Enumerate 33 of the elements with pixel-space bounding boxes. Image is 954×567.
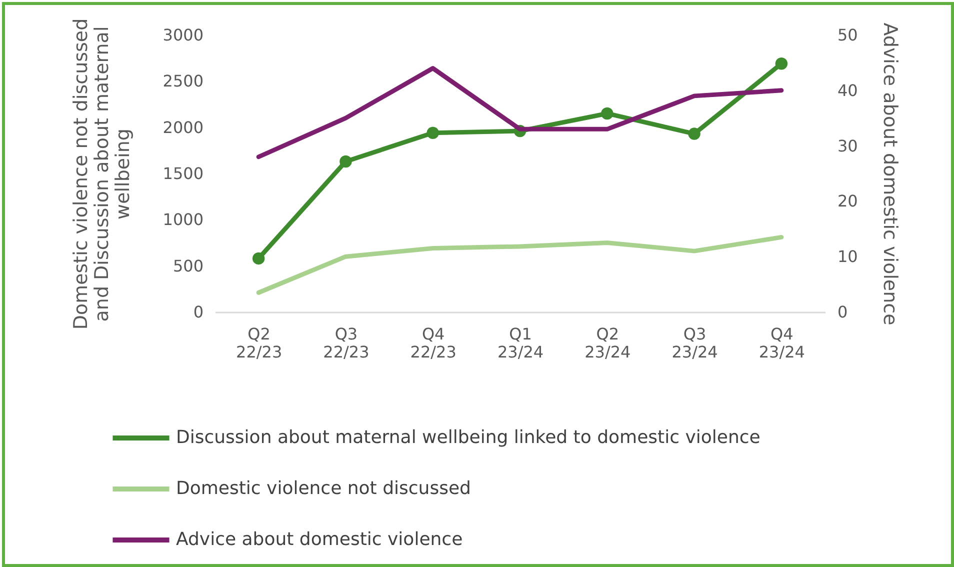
x-tick-label: Q4 22/23 xyxy=(410,324,456,362)
y-tick-label: 500 xyxy=(172,256,204,276)
x-tick-label: Q3 22/23 xyxy=(323,324,370,362)
point xyxy=(601,107,614,120)
y2-tick-label: 10 xyxy=(838,247,858,266)
legend-label: Advice about domestic violence xyxy=(176,529,463,550)
point xyxy=(775,58,788,70)
y2-tick-label: 0 xyxy=(838,302,848,322)
y-tick-label: 0 xyxy=(193,302,204,322)
x-tick-label: Q2 23/24 xyxy=(584,324,631,362)
y2-tick-label: 20 xyxy=(838,192,858,211)
line-series xyxy=(256,234,784,295)
x-tick-label: Q1 23/24 xyxy=(497,324,544,362)
y-tick-label: 2000 xyxy=(162,118,204,137)
x-tick-label: Q3 23/24 xyxy=(672,324,718,362)
y-axis-title: Domestic violence not discussed and Discussion about maternal wellbeing xyxy=(70,18,134,330)
x-tick-label: Q2 22/23 xyxy=(236,324,282,362)
line-series xyxy=(256,66,784,160)
y2-axis-title: Advice about domestic violence xyxy=(878,22,901,326)
point xyxy=(340,155,352,168)
y2-tick-label: 30 xyxy=(838,136,858,156)
y2-tick-label: 50 xyxy=(838,26,858,44)
point xyxy=(426,126,439,139)
x-tick-label: Q4 23/24 xyxy=(758,324,805,362)
legend-label: Discussion about maternal wellbeing linked to domestic violence xyxy=(176,427,760,448)
legend-label: Domestic violence not discussed xyxy=(176,478,471,499)
y-tick-label: 2500 xyxy=(162,72,204,91)
y-tick-label: 1000 xyxy=(162,210,204,230)
y-tick-label: 1500 xyxy=(162,164,204,183)
y-tick-label: 3000 xyxy=(162,26,204,44)
point xyxy=(252,252,265,265)
y2-tick-label: 40 xyxy=(838,80,858,100)
point xyxy=(688,128,700,140)
